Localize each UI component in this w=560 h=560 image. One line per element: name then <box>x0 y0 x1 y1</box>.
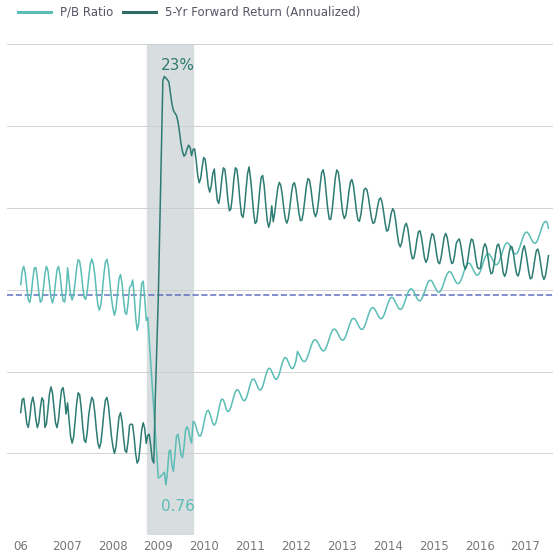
Bar <box>147 44 193 535</box>
Legend: P/B Ratio, 5-Yr Forward Return (Annualized): P/B Ratio, 5-Yr Forward Return (Annualiz… <box>13 1 365 24</box>
Text: 0.76: 0.76 <box>161 500 194 515</box>
Text: 23%: 23% <box>161 58 195 73</box>
